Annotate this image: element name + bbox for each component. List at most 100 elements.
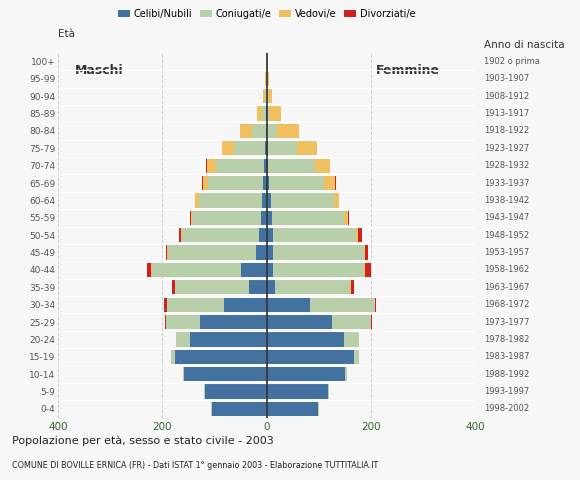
- Bar: [164, 298, 166, 312]
- Bar: [256, 245, 267, 260]
- Bar: [267, 315, 332, 329]
- Bar: [267, 349, 354, 364]
- Text: 1998-2002: 1998-2002: [484, 405, 529, 413]
- Bar: [151, 263, 152, 277]
- Text: 1902 o prima: 1902 o prima: [484, 57, 540, 66]
- Bar: [190, 332, 267, 347]
- Bar: [267, 176, 269, 190]
- Bar: [375, 298, 376, 312]
- Text: 1903-1907: 1903-1907: [484, 74, 529, 84]
- Bar: [328, 384, 329, 399]
- Bar: [234, 141, 265, 156]
- Bar: [268, 89, 272, 103]
- Bar: [199, 193, 262, 207]
- Bar: [200, 315, 267, 329]
- Bar: [224, 298, 267, 312]
- Bar: [365, 263, 371, 277]
- Text: 1973-1977: 1973-1977: [484, 318, 530, 326]
- Bar: [267, 263, 273, 277]
- Bar: [190, 211, 191, 225]
- Bar: [202, 176, 208, 190]
- Text: 1938-1942: 1938-1942: [484, 196, 529, 205]
- Text: 1978-1982: 1978-1982: [484, 335, 530, 344]
- Bar: [147, 263, 151, 277]
- Text: 1918-1922: 1918-1922: [484, 126, 529, 135]
- Bar: [184, 367, 267, 381]
- Bar: [179, 228, 180, 242]
- Bar: [267, 89, 268, 103]
- Bar: [267, 367, 345, 381]
- Bar: [267, 298, 310, 312]
- Bar: [267, 193, 271, 207]
- Bar: [248, 280, 267, 294]
- Bar: [267, 384, 328, 399]
- Bar: [262, 107, 266, 121]
- Bar: [165, 245, 166, 260]
- Bar: [354, 349, 358, 364]
- Bar: [358, 228, 362, 242]
- Bar: [344, 332, 358, 347]
- Bar: [348, 211, 349, 225]
- Bar: [265, 141, 267, 156]
- Bar: [267, 141, 268, 156]
- Bar: [172, 280, 175, 294]
- Bar: [206, 158, 216, 173]
- Bar: [273, 245, 364, 260]
- Bar: [268, 158, 315, 173]
- Bar: [182, 228, 259, 242]
- Bar: [274, 280, 350, 294]
- Text: Popolazione per età, sesso e stato civile - 2003: Popolazione per età, sesso e stato civil…: [12, 435, 273, 446]
- Text: 1963-1967: 1963-1967: [484, 283, 530, 292]
- Text: 1983-1987: 1983-1987: [484, 352, 530, 361]
- Bar: [191, 211, 260, 225]
- Bar: [350, 280, 351, 294]
- Bar: [345, 367, 347, 381]
- Text: 1913-1917: 1913-1917: [484, 109, 529, 118]
- Bar: [262, 193, 267, 207]
- Text: Maschi: Maschi: [75, 64, 124, 77]
- Bar: [222, 141, 234, 156]
- Bar: [166, 245, 168, 260]
- Text: 1993-1997: 1993-1997: [484, 387, 529, 396]
- Text: 1923-1927: 1923-1927: [484, 144, 529, 153]
- Bar: [259, 228, 267, 242]
- Bar: [315, 158, 331, 173]
- Bar: [260, 211, 267, 225]
- Bar: [265, 89, 267, 103]
- Bar: [267, 228, 273, 242]
- Bar: [205, 384, 267, 399]
- Bar: [175, 349, 267, 364]
- Bar: [371, 315, 372, 329]
- Bar: [332, 315, 371, 329]
- Text: Anno di nascita: Anno di nascita: [484, 40, 565, 50]
- Bar: [267, 332, 344, 347]
- Bar: [273, 263, 364, 277]
- Bar: [364, 245, 365, 260]
- Bar: [204, 384, 205, 399]
- Bar: [171, 349, 175, 364]
- Text: COMUNE DI BOVILLE ERNICA (FR) - Dati ISTAT 1° gennaio 2003 - Elaborazione TUTTIT: COMUNE DI BOVILLE ERNICA (FR) - Dati IST…: [12, 461, 378, 470]
- Bar: [183, 367, 184, 381]
- Bar: [273, 228, 356, 242]
- Bar: [263, 89, 265, 103]
- Bar: [268, 141, 296, 156]
- Text: 1943-1947: 1943-1947: [484, 213, 529, 222]
- Bar: [267, 280, 274, 294]
- Bar: [271, 193, 334, 207]
- Text: 1968-1972: 1968-1972: [484, 300, 530, 309]
- Bar: [211, 402, 212, 416]
- Bar: [269, 176, 324, 190]
- Bar: [195, 193, 199, 207]
- Bar: [264, 158, 267, 173]
- Bar: [267, 245, 273, 260]
- Bar: [324, 176, 335, 190]
- Bar: [263, 176, 267, 190]
- Bar: [257, 107, 262, 121]
- Bar: [175, 280, 248, 294]
- Bar: [318, 402, 319, 416]
- Text: 1908-1912: 1908-1912: [484, 92, 529, 101]
- Text: 1948-1952: 1948-1952: [484, 231, 529, 240]
- Bar: [241, 263, 267, 277]
- Bar: [180, 228, 182, 242]
- Text: Età: Età: [58, 29, 75, 39]
